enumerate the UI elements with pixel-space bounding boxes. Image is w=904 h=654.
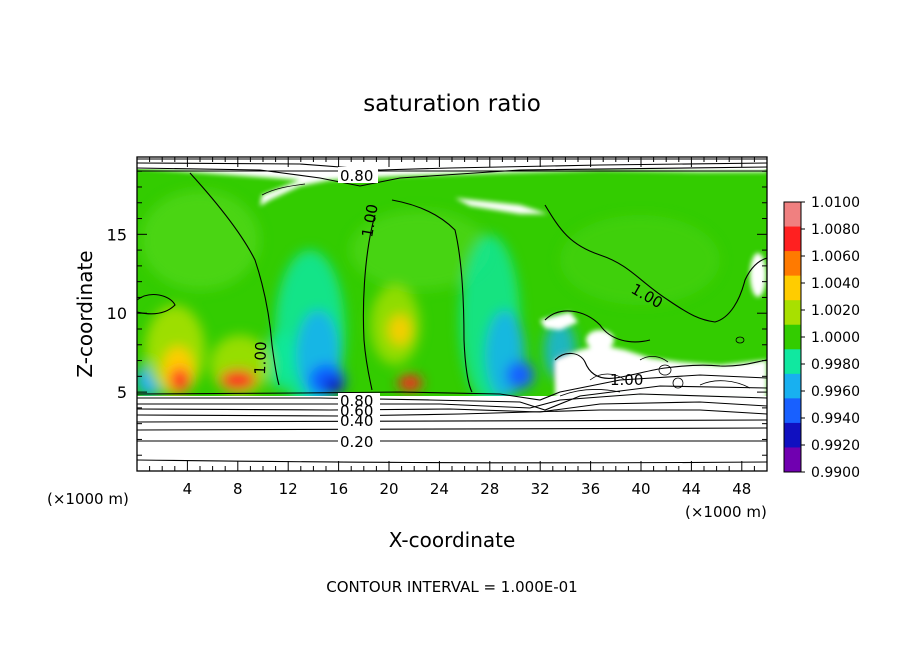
colorbar-label: 0.9980 [811,357,860,373]
y-axis-label: Z-coordinate [73,250,97,377]
colorbar-label: 0.9960 [811,384,860,400]
x-tick-label: 32 [531,480,550,498]
colorbar-swatch [784,275,801,301]
colorbar-swatch [784,226,801,252]
colorbar-swatch [784,349,801,375]
x-tick-label: 4 [183,480,193,498]
colorbar-swatch [784,373,801,399]
colorbar-label: 0.9920 [811,438,860,454]
y-tick-label: 10 [107,304,127,323]
contour-label: 1.00 [610,371,643,389]
contour-detail [261,183,751,397]
x-tick-label: 36 [581,480,600,498]
contour-label: 0.40 [340,412,373,430]
contour-label: 0.80 [340,392,373,410]
colorbar-swatch [784,300,801,326]
colorbar-label: 1.0080 [811,222,860,238]
x-tick-label: 8 [233,480,243,498]
colorbar-label: 0.9900 [811,465,860,481]
colorbar-label: 1.0020 [811,303,860,319]
contour-label: 0.60 [340,402,373,420]
colorbar-label: 1.0040 [811,276,860,292]
saturation-field [137,157,767,471]
chart-title: saturation ratio [363,91,541,117]
colorbar-swatch [784,398,801,424]
x-tick-label: 12 [279,480,298,498]
colorbar-label: 1.0100 [811,195,860,211]
x-axis-unit-right: (×1000 m) [685,503,767,521]
x-tick-label: 48 [732,480,751,498]
x-tick-label: 28 [480,480,499,498]
colorbar-swatch [784,202,801,228]
x-tick-label: 16 [329,480,348,498]
colorbar-label: 1.0000 [811,330,860,346]
contour-label: 0.80 [340,167,373,185]
contour-label: 0.20 [340,433,373,451]
plot-area: 0.80 1.00 1.00 1.00 1.00 0.80 0.60 0.40 … [107,156,768,498]
contour-label: 1.00 [358,203,382,239]
x-axis-unit-left: (×1000 m) [47,490,129,508]
contour-lines [137,158,767,464]
y-tick-label: 15 [107,225,127,244]
colorbar: 1.0100 1.0080 1.0060 1.0040 1.0020 1.0000 0.99… [783,195,860,481]
y-tick-label: 5 [117,383,127,402]
colorbar-swatch [784,324,801,350]
x-tick-label: 44 [682,480,701,498]
colorbar-swatch [784,422,801,448]
contour-interval-note: CONTOUR INTERVAL = 1.000E-01 [326,578,577,596]
x-axis-label: X-coordinate [389,528,516,552]
colorbar-label: 1.0060 [811,249,860,265]
colorbar-swatch [784,251,801,277]
x-tick-label: 24 [430,480,449,498]
x-tick-label: 40 [631,480,650,498]
contour-label: 1.00 [251,341,270,375]
x-tick-label: 20 [379,480,398,498]
colorbar-label: 0.9940 [811,411,860,427]
colorbar-swatch [784,447,801,473]
